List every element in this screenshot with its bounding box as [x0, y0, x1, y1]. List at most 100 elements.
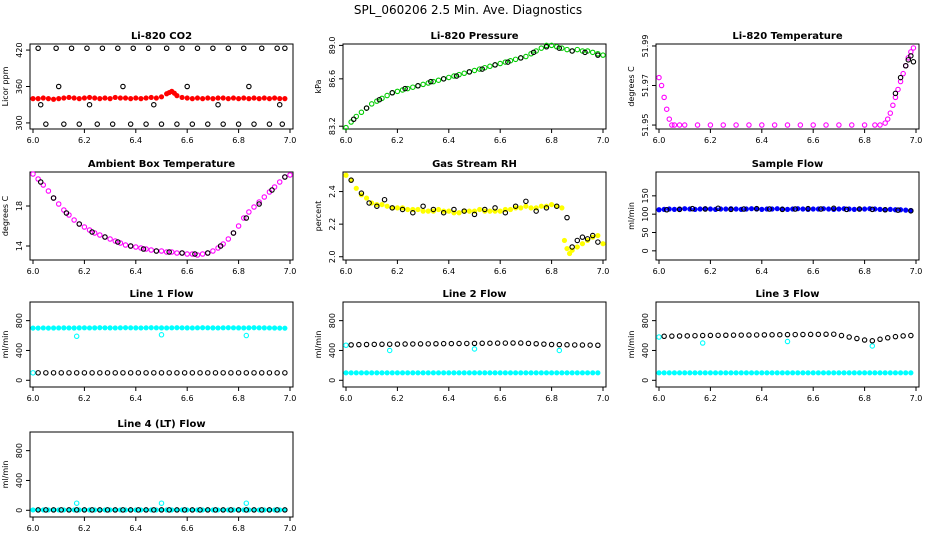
data-point [759, 206, 765, 212]
y-tick-label: 800 [641, 313, 650, 328]
data-point [91, 230, 98, 236]
data-point [363, 105, 370, 111]
data-point [684, 333, 691, 339]
data-point [240, 215, 247, 221]
data-point [502, 59, 509, 65]
data-point [533, 370, 539, 376]
data-point [435, 370, 442, 376]
data-point [471, 370, 478, 376]
data-point [343, 172, 349, 178]
data-point [430, 206, 437, 213]
data-point [777, 331, 783, 338]
data-point [225, 45, 232, 51]
data-point [854, 335, 860, 342]
data-point [343, 124, 349, 131]
data-point [135, 370, 142, 376]
data-point [251, 507, 257, 513]
data-point [715, 332, 721, 339]
series-1 [350, 44, 601, 122]
data-point [235, 223, 242, 229]
data-point [676, 333, 683, 339]
data-point [723, 370, 729, 376]
data-point [702, 370, 708, 376]
data-point [35, 45, 41, 51]
panel-temp: Li-820 Temperature degrees C 6.0 6.2 6.4 6.6 6… [627, 31, 922, 145]
data-point [81, 224, 88, 230]
data-point [810, 122, 816, 128]
x-tick-label: 6.4 [129, 524, 142, 533]
data-point [386, 341, 393, 347]
data-point [394, 370, 400, 376]
data-point [148, 247, 154, 253]
data-point [194, 325, 201, 331]
panel-title: Line 3 Flow [756, 289, 820, 300]
data-point [410, 370, 416, 376]
y-tick-label: 0 [15, 508, 24, 513]
data-point [50, 507, 57, 513]
panel-title: Line 4 (LT) Flow [117, 419, 205, 430]
panel-title: Li-820 CO2 [131, 31, 192, 42]
data-point [487, 340, 493, 346]
data-point [715, 205, 721, 212]
data-point [784, 122, 791, 128]
data-point [774, 370, 780, 376]
data-point [287, 172, 293, 178]
data-point [887, 370, 893, 376]
data-point [192, 251, 198, 257]
x-tick-label: 6.0 [340, 267, 353, 276]
data-point [256, 199, 262, 205]
data-point [774, 206, 780, 212]
data-point [887, 110, 894, 116]
data-point [130, 45, 136, 51]
data-point [251, 121, 257, 127]
data-point [164, 325, 170, 331]
data-point [590, 234, 596, 240]
data-point [399, 206, 406, 213]
data-point [189, 251, 196, 257]
data-point [276, 179, 283, 185]
y-tick-label: 800 [15, 443, 24, 458]
data-point [158, 248, 165, 254]
data-point [446, 208, 452, 214]
data-point [569, 244, 575, 250]
data-point [179, 45, 185, 51]
series-1 [30, 332, 250, 376]
x-tick-label: 6.0 [340, 136, 353, 145]
data-point [109, 121, 116, 127]
data-point [153, 95, 159, 101]
data-point [553, 203, 560, 209]
data-point [153, 248, 160, 254]
data-point [440, 209, 447, 216]
data-point [374, 201, 380, 208]
data-point [40, 95, 46, 101]
data-point [720, 122, 726, 128]
data-point [220, 95, 226, 101]
plot-frame [29, 171, 294, 261]
data-point [502, 370, 508, 376]
x-tick-label: 7.0 [597, 394, 610, 403]
data-point [405, 370, 411, 376]
data-point [243, 370, 250, 376]
panel-title: Ambient Box Temperature [88, 159, 235, 170]
data-point [358, 192, 365, 198]
x-tick-label: 6.6 [181, 136, 194, 145]
data-point [861, 337, 868, 343]
data-point [464, 340, 470, 347]
data-point [356, 341, 362, 348]
data-point [661, 94, 667, 101]
panel-line2: Line 2 Flow ml/min 6.0 6.2 6.4 6.6 6.8 7.0 0 400 8… [314, 289, 609, 403]
x-tick-label: 7.0 [910, 267, 923, 276]
data-point [525, 340, 532, 347]
data-point [862, 206, 868, 212]
data-point [230, 95, 237, 101]
data-point [900, 333, 906, 339]
data-point [376, 96, 383, 103]
x-tick-label: 6.6 [181, 267, 194, 276]
data-point [784, 206, 791, 212]
y-axis-label: Licor ppm [1, 66, 10, 106]
data-point [353, 185, 359, 191]
data-point [81, 370, 88, 376]
data-point [748, 206, 755, 212]
data-point [420, 81, 426, 88]
data-point [43, 370, 49, 376]
